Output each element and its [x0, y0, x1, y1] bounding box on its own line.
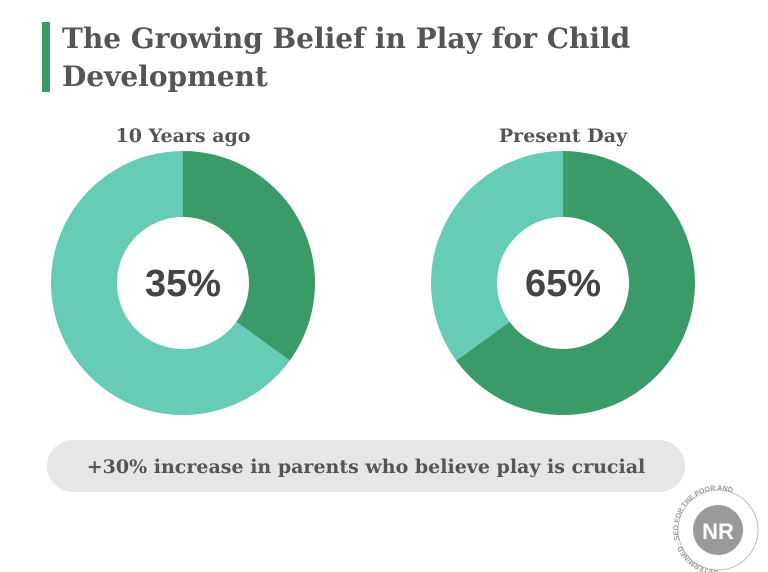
logo-initials: NR [702, 519, 734, 544]
donut-segment [456, 151, 695, 416]
logo: NR DETERMINED · SEO FOR THE POOR AND [673, 485, 759, 572]
title-accent [42, 22, 50, 92]
donut-segment [50, 151, 290, 416]
chart-title: Present Day [499, 125, 628, 147]
note: +30% increase in parents who believe pla… [87, 456, 646, 478]
center-label: 65% [525, 263, 601, 305]
donut-segment [431, 151, 563, 361]
donut-segment [183, 151, 315, 361]
chart-title: 10 Years ago [116, 125, 251, 147]
note-pill [47, 440, 685, 492]
center-label: 35% [145, 263, 221, 305]
title: The Growing Belief in Play for Child Dev… [62, 22, 640, 93]
title-line: The Growing Belief in Play for Child [62, 22, 630, 55]
title-line: Development [62, 60, 268, 93]
